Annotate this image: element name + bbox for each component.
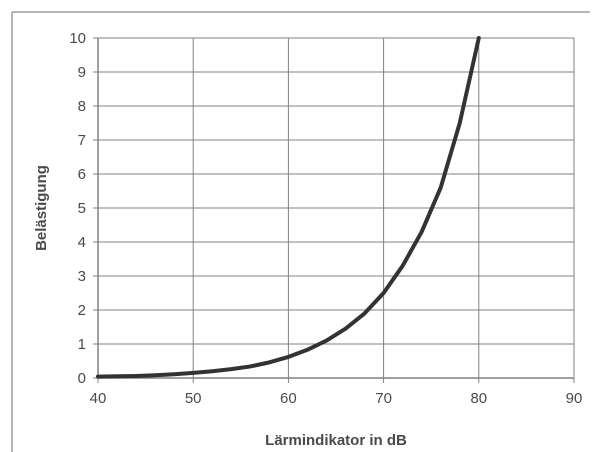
y-tick-label: 4 xyxy=(78,234,86,251)
y-tick-label: 7 xyxy=(78,132,86,149)
x-axis-title: Lärmindikator in dB xyxy=(265,432,407,449)
x-tick-labels: 40 50 60 70 80 90 xyxy=(90,390,583,407)
y-tick-label: 3 xyxy=(78,268,86,285)
y-tick-labels: 0 1 2 3 4 5 6 7 8 9 10 xyxy=(69,30,86,387)
series-layer xyxy=(96,36,481,379)
y-tick-label: 10 xyxy=(69,30,86,47)
x-tick-label: 80 xyxy=(470,390,487,407)
y-tick-label: 9 xyxy=(78,64,86,81)
y-tick-label: 5 xyxy=(78,200,86,217)
x-tick-label: 60 xyxy=(280,390,297,407)
y-tick-label: 1 xyxy=(78,336,86,353)
y-tick-label: 8 xyxy=(78,98,86,115)
x-tick-label: 40 xyxy=(90,390,107,407)
grid xyxy=(93,37,575,383)
y-tick-label: 2 xyxy=(78,302,86,319)
y-tick-label: 6 xyxy=(78,166,86,183)
y-tick-label: 0 xyxy=(78,370,86,387)
series-line xyxy=(96,36,481,379)
x-tick-label: 70 xyxy=(375,390,392,407)
x-tick-label: 90 xyxy=(566,390,583,407)
y-axis-title: Belästigung xyxy=(33,165,50,251)
x-tick-label: 50 xyxy=(185,390,202,407)
